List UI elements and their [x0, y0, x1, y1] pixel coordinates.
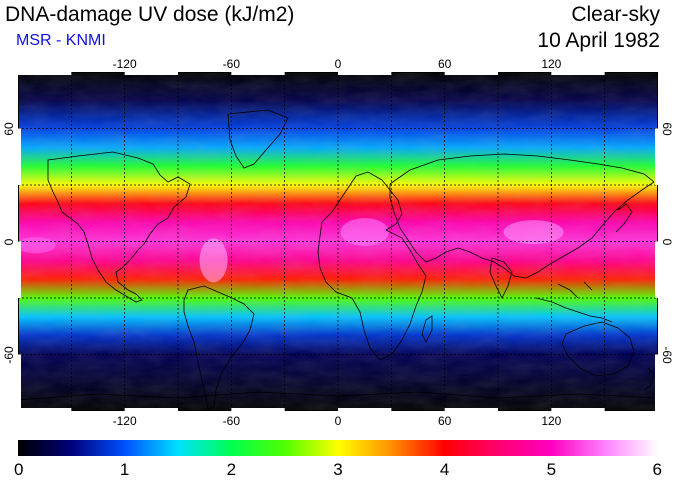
- frame-scale-bar: [18, 354, 21, 411]
- longitude-label-top: 120: [541, 57, 562, 71]
- frame-scale-bar: [444, 72, 498, 75]
- coastline-north-america: [47, 151, 191, 303]
- coastline-greenland: [227, 109, 289, 169]
- frame-scale-bar: [18, 72, 72, 75]
- coastline-new-zealand: [643, 367, 655, 391]
- frame-scale-bar: [18, 241, 21, 298]
- colorbar-tick-label: 2: [226, 460, 237, 479]
- uv-hotspot: [503, 220, 564, 245]
- map-panel: -120 -120 -60 -60 0 0 60 60 120 120 -60 -60 0 0 60 60: [2, 57, 674, 428]
- latitude-label-left: -60: [2, 345, 16, 364]
- frame-scale-bar: [551, 72, 605, 75]
- frame-scale-bar: [18, 128, 21, 185]
- latitude-label-left: 0: [2, 238, 16, 245]
- colorbar: [18, 440, 658, 456]
- latitude-label-left: 60: [2, 121, 16, 136]
- longitude-label-top: -120: [112, 57, 137, 71]
- source-label: MSR - KNMI: [16, 32, 106, 49]
- coastline-australia: [561, 321, 635, 377]
- colorbar-tick-label: 4: [439, 460, 450, 479]
- latitude-label-right: 60: [660, 121, 674, 136]
- longitude-label-top: 60: [437, 57, 452, 71]
- coastline-madagascar: [421, 315, 433, 343]
- frame-scale-bar: [655, 241, 658, 298]
- colorbar-tick-label: 3: [333, 460, 343, 479]
- coastline-india: [489, 257, 513, 299]
- frame-scale-bar: [655, 354, 658, 411]
- frame-scale-bar: [338, 72, 392, 75]
- uv-dose-map: [18, 72, 658, 411]
- date-label: 10 April 1982: [537, 29, 660, 52]
- uv-hotspot: [199, 238, 228, 283]
- frame-scale-bar: [551, 408, 605, 411]
- longitude-label-bottom: 60: [437, 414, 452, 428]
- frame-scale-bar: [124, 72, 178, 75]
- latitude-label-right: -60: [660, 345, 674, 364]
- longitude-label-bottom: 0: [334, 414, 342, 428]
- colorbar-tick-label: 1: [119, 460, 130, 479]
- uv-hotspot: [340, 218, 389, 247]
- sky-condition-label: Clear-sky: [571, 3, 660, 26]
- longitude-label-top: -60: [222, 57, 240, 71]
- colorbar-tick-label: 6: [652, 460, 662, 479]
- frame-scale-bar: [338, 408, 392, 411]
- colorbar-gradient: [18, 440, 658, 456]
- frame-scale-bar: [18, 408, 72, 411]
- frame-scale-bar: [231, 408, 285, 411]
- frame-scale-bar: [124, 408, 178, 411]
- coastline-south-america: [183, 285, 255, 411]
- frame-scale-bar: [444, 408, 498, 411]
- latitude-label-right: 0: [660, 238, 674, 245]
- coastline-europe-africa: [317, 171, 427, 361]
- longitude-label-bottom: 120: [541, 414, 562, 428]
- chart-title: DNA-damage UV dose (kJ/m2): [5, 3, 295, 26]
- longitude-label-bottom: -60: [222, 414, 240, 428]
- longitude-label-top: 0: [334, 57, 342, 71]
- frame-scale-bar: [231, 72, 285, 75]
- coastline-japan: [615, 203, 633, 233]
- coastline-asia: [389, 153, 655, 279]
- longitude-label-bottom: -120: [112, 414, 137, 428]
- coastline-indonesia: [535, 281, 613, 323]
- frame-scale-bar: [655, 128, 658, 185]
- colorbar-tick-label: 0: [14, 460, 24, 479]
- colorbar-tick-label: 5: [546, 460, 557, 479]
